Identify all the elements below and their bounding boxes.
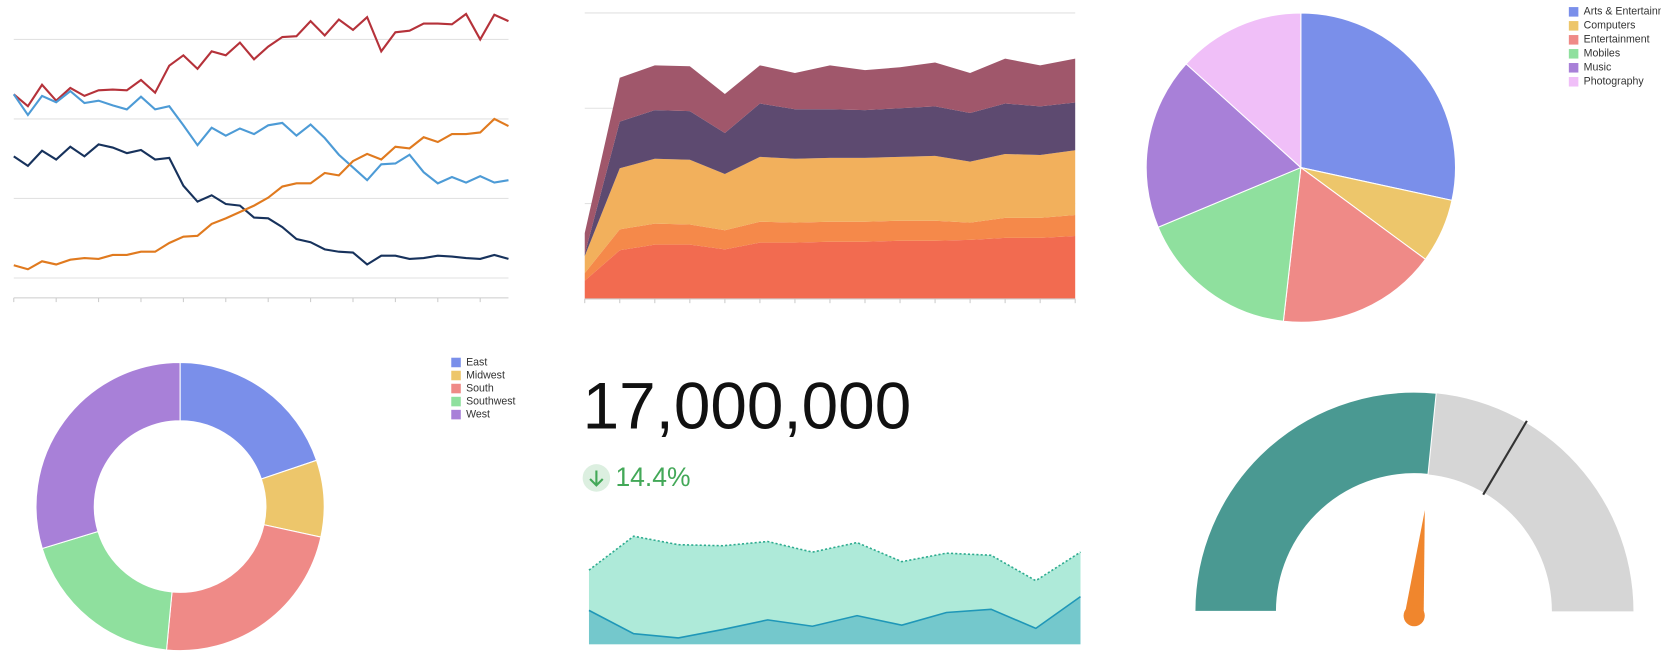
gauge-needle <box>1404 510 1425 617</box>
legend-swatch <box>1568 35 1579 45</box>
gauge-value <box>1194 391 1437 612</box>
area-layer <box>584 58 1076 255</box>
kpi-value: 17,000,000 <box>583 370 912 443</box>
area-layer <box>584 236 1076 299</box>
legend-label: Music <box>1584 62 1612 74</box>
area-layer <box>584 150 1076 274</box>
slice <box>1282 166 1427 323</box>
slice <box>1185 12 1302 169</box>
legend-label: West <box>466 408 490 420</box>
change-arrow <box>589 470 604 487</box>
slice <box>179 361 318 480</box>
area-layer <box>584 102 1076 257</box>
legend-swatch <box>451 357 461 368</box>
legend-label: Computers <box>1584 20 1636 32</box>
legend-swatch <box>451 370 461 381</box>
legend-swatch <box>451 383 461 394</box>
slice <box>165 524 322 652</box>
legend-swatch <box>1568 7 1579 17</box>
legend-label: Photography <box>1584 76 1645 88</box>
area-layer <box>584 215 1076 281</box>
slice <box>41 530 173 651</box>
slice <box>1157 166 1302 322</box>
area-line <box>588 535 1081 582</box>
legend-label: Midwest <box>466 369 505 381</box>
legend-label: Southwest <box>466 395 515 407</box>
gauge-hub <box>1403 605 1425 627</box>
line-series <box>13 12 509 108</box>
line-series <box>12 89 509 185</box>
legend-label: Mobiles <box>1584 48 1620 60</box>
legend-label: South <box>466 382 494 394</box>
area-line <box>588 595 1081 639</box>
legend-swatch <box>1568 63 1579 73</box>
legend-swatch <box>1568 49 1579 59</box>
legend-label: East <box>466 356 487 368</box>
legend-swatch <box>451 409 461 420</box>
line-series <box>13 143 509 266</box>
legend-label: Entertainment <box>1584 34 1650 46</box>
line-series <box>13 117 509 271</box>
legend-label: Arts & Entertainment <box>1584 6 1661 18</box>
legend-swatch <box>451 396 461 407</box>
legend-swatch <box>1568 76 1579 87</box>
slice <box>1145 63 1302 228</box>
slice <box>1300 12 1457 201</box>
slice <box>35 361 181 550</box>
legend-swatch <box>1568 21 1579 31</box>
gauge-target <box>1482 420 1528 496</box>
kpi-change: 14.4% <box>615 462 690 492</box>
